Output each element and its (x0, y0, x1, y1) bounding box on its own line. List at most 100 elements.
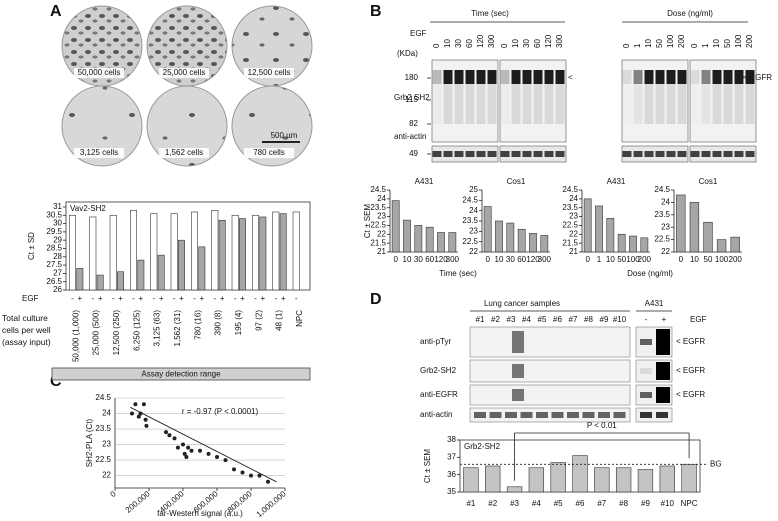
lane-label: 30 (522, 39, 531, 48)
x-tick-label: 97 (2) (254, 310, 263, 331)
shape (655, 70, 665, 84)
bar (506, 486, 523, 493)
point (143, 417, 148, 422)
x-tick-label: 195 (4) (234, 310, 243, 336)
lane-label: #1 (476, 315, 485, 324)
shape (522, 84, 532, 124)
lane-label: 0 (622, 43, 631, 48)
shape (431, 59, 499, 143)
lane-label: #6 (553, 315, 562, 324)
lane-label: 10 (712, 39, 721, 48)
shape (598, 412, 610, 418)
y-tick-label: 21 (569, 247, 578, 256)
y-tick-label: 26.5 (46, 277, 62, 286)
bar (391, 200, 400, 253)
image-caption: 1,562 cells (165, 148, 203, 157)
shape (656, 387, 670, 403)
lane-label: 60 (533, 39, 542, 48)
panel-letter: B (370, 3, 382, 20)
shape (655, 84, 665, 124)
row-label: EGF (690, 315, 707, 324)
shape (544, 84, 554, 124)
lane-label: #9 (600, 315, 609, 324)
y-tick-label: 23.5 (370, 203, 386, 212)
legend-entry: - (132, 294, 135, 303)
point (182, 451, 187, 456)
reference-label: BG (710, 459, 722, 468)
y-axis-label: Ct ± SD (27, 232, 36, 260)
bar (676, 194, 686, 253)
shape (555, 151, 565, 157)
shape (656, 412, 668, 418)
point (266, 479, 270, 484)
bar (615, 467, 632, 493)
image-caption: 780 cells (253, 148, 285, 157)
shape (734, 84, 744, 124)
legend-entry: - (193, 294, 196, 303)
shape (712, 84, 722, 124)
y-axis-label: Ct ± SEM (423, 449, 432, 484)
x-tick-label: 50,000 (1,000) (71, 310, 80, 362)
shape (745, 70, 755, 84)
lane-label: #3 (507, 315, 516, 324)
y-tick-label: 24.5 (370, 185, 386, 194)
x-axis-title: Total culture cells per well (assay inpu… (2, 313, 51, 347)
shape (432, 84, 442, 124)
lane-label: 120 (476, 34, 485, 48)
y-tick-label: 24 (377, 194, 386, 203)
x-tick-label: 10 (495, 255, 504, 264)
point (232, 467, 236, 472)
shape (500, 70, 510, 84)
x-tick-label: 1 (597, 255, 602, 264)
shape (443, 84, 453, 124)
legend-entry: + (138, 294, 143, 303)
x-tick-label: #2 (488, 499, 497, 508)
y-tick-label: 23.5 (462, 216, 478, 225)
bar (485, 465, 501, 493)
bar (89, 216, 97, 291)
point (240, 470, 245, 475)
point (257, 473, 262, 478)
shape (511, 84, 521, 124)
shape (745, 84, 755, 124)
shape (512, 364, 524, 378)
shape (454, 151, 464, 157)
point (249, 473, 253, 478)
y-tick-label: 23.5 (562, 203, 578, 212)
x-tick-label: 200 (638, 255, 652, 264)
point (136, 414, 141, 419)
shape (469, 384, 631, 406)
x-tick-label: 60 (425, 255, 434, 264)
blot-header: Time (sec) (471, 9, 509, 18)
y-tick-label: 24 (569, 194, 578, 203)
y-tick-label: 24.5 (562, 185, 578, 194)
shape (474, 412, 486, 418)
point (184, 454, 189, 459)
shape (712, 70, 722, 84)
marker-label: 49 (409, 149, 418, 158)
scale-bar-label: 500 µm (271, 131, 298, 140)
bar (272, 211, 280, 291)
bar (730, 236, 740, 253)
y-tick-label: 29.5 (46, 227, 62, 236)
chart-title: r = -0.97 (P < 0.0001) (182, 407, 259, 416)
cell-image (146, 85, 228, 167)
lane-label: 50 (723, 39, 732, 48)
x-tick-label: 10 (606, 255, 615, 264)
x-tick-label: #3 (510, 499, 519, 508)
shape (536, 412, 548, 418)
row-label: anti-actin (394, 132, 426, 141)
shape (723, 70, 733, 84)
legend-entry: - (92, 294, 95, 303)
shape (499, 59, 567, 143)
row-label: Grb2-SH2 (420, 366, 457, 375)
shape (644, 84, 654, 124)
lane-label: #8 (584, 315, 593, 324)
bar (292, 211, 300, 291)
shape (701, 70, 711, 84)
shape (500, 84, 510, 124)
shape (476, 70, 486, 84)
bar (540, 235, 549, 253)
shape (74, 68, 124, 78)
